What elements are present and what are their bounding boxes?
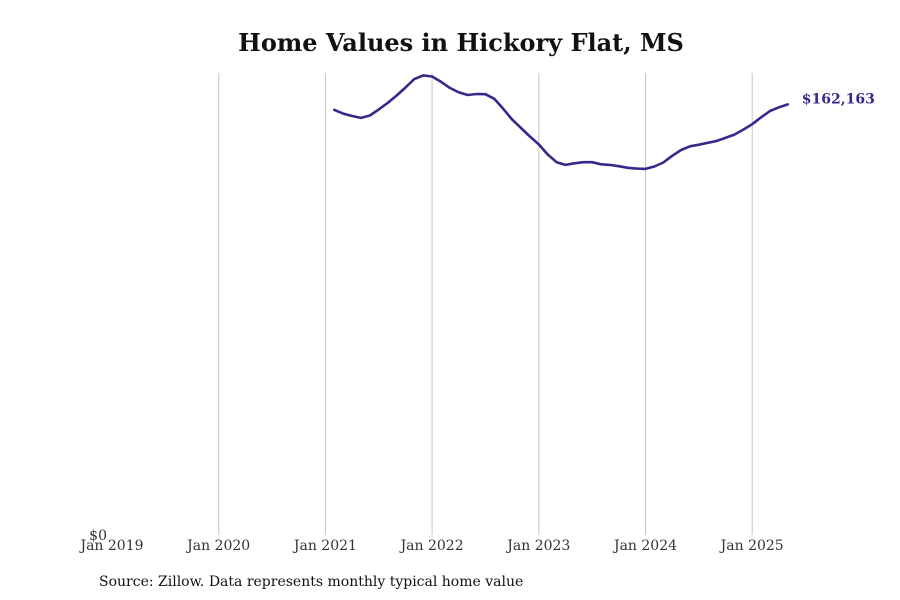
x-tick-label: Jan 2023 xyxy=(505,538,570,554)
axis-labels: Jan 2019 Jan 2020 Jan 2021 Jan 2022 Jan 2023… xyxy=(78,528,783,554)
x-tick-label: Jan 2024 xyxy=(612,538,677,554)
x-tick-label: Jan 2020 xyxy=(185,538,250,554)
series-line xyxy=(333,74,790,171)
end-value-label: $162,163 xyxy=(802,91,875,107)
x-tick-label: Jan 2019 xyxy=(78,538,143,554)
x-tick-label: Jan 2025 xyxy=(719,538,784,554)
series-layer: $162,163 xyxy=(333,74,875,171)
x-tick-label: Jan 2021 xyxy=(292,538,357,554)
y-tick-label: $0 xyxy=(89,528,107,544)
chart-title: Home Values in Hickory Flat, MS xyxy=(238,28,684,57)
grid-lines xyxy=(218,73,753,535)
x-tick-label: Jan 2022 xyxy=(399,538,464,554)
source-note: Source: Zillow. Data represents monthly … xyxy=(99,574,524,590)
